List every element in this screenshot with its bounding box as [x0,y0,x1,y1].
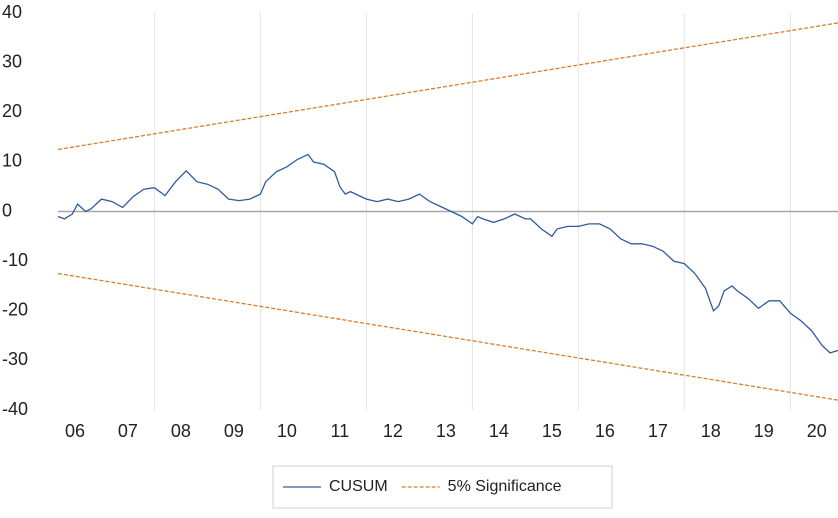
y-tick-label: 20 [2,101,22,121]
significance-line [57,272,838,401]
x-tick-label: 17 [648,421,668,441]
x-tick-label: 09 [224,421,244,441]
x-tick-label: 12 [383,421,403,441]
x-tick-label: 13 [436,421,456,441]
x-tick-label: 07 [118,421,138,441]
x-tick-label: 15 [542,421,562,441]
x-tick-label: 11 [331,421,350,441]
legend-label: 5% Significance [448,478,562,495]
x-tick-label: 06 [65,421,85,441]
cusum-line [57,153,838,354]
x-tick-label: 08 [171,421,191,441]
y-tick-label: -20 [2,300,28,320]
y-tick-label: 30 [2,51,22,71]
y-tick-label: 10 [2,151,22,171]
y-tick-label: -40 [2,399,28,419]
x-tick-label: 14 [489,421,509,441]
x-tick-label: 18 [701,421,721,441]
y-tick-label: 0 [2,200,12,220]
legend-label: CUSUM [329,478,388,495]
y-tick-label: 40 [2,2,22,22]
legend-box [272,465,613,509]
x-tick-label: 16 [595,421,615,441]
y-tick-label: -30 [2,349,28,369]
x-tick-label: 19 [754,421,774,441]
x-tick-label: 10 [277,421,297,441]
y-tick-label: -10 [2,250,28,270]
x-tick-label: 20 [807,421,827,441]
significance-line [57,22,838,151]
